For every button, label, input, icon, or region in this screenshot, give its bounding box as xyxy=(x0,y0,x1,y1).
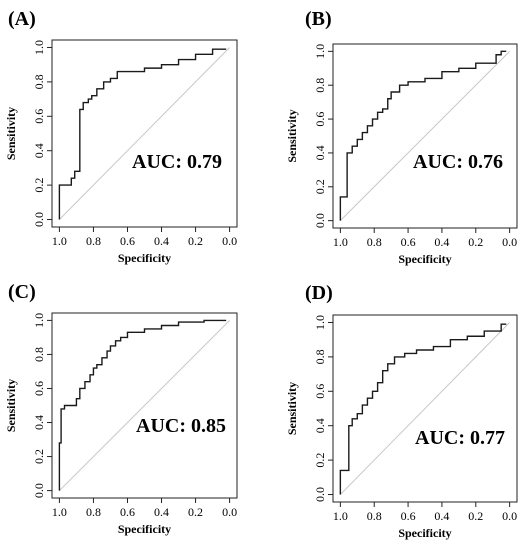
y-tick-label: 0.2 xyxy=(32,449,46,464)
roc-curve xyxy=(58,319,227,491)
x-tick-label: 0.2 xyxy=(468,235,483,249)
y-tick-label: 1.0 xyxy=(32,313,46,328)
roc-panel-3: 1.0 0.8 0.6 0.4 0.2 0.0 0.0 0.2 0.4 0.6 0.8 1.0 Spec… xyxy=(285,282,518,540)
auc-annotation: AUC: 0.79 xyxy=(132,151,222,173)
x-tick-label: 0.2 xyxy=(468,509,483,523)
roc-curve xyxy=(339,323,507,495)
panel-label: (D) xyxy=(305,282,333,304)
panel-label: (C) xyxy=(8,281,36,303)
x-tick-label: 0.0 xyxy=(222,234,237,248)
panel-label: (A) xyxy=(8,8,36,30)
y-axis-title: Sensitivity xyxy=(4,107,18,160)
panel-label: (B) xyxy=(305,8,332,30)
y-tick-label: 1.0 xyxy=(313,315,327,330)
x-tick-label: 0.8 xyxy=(367,509,382,523)
x-tick-label: 0.6 xyxy=(401,235,416,249)
x-tick-label: 0.8 xyxy=(86,234,101,248)
y-tick-label: 0.6 xyxy=(32,381,46,396)
y-tick-label: 0.8 xyxy=(32,347,46,362)
y-tick-label: 0.0 xyxy=(32,212,46,227)
x-tick-label: 0.6 xyxy=(120,234,135,248)
y-tick-label: 0.8 xyxy=(313,349,327,364)
y-tick-label: 0.4 xyxy=(32,143,46,158)
roc-panel-0: 1.0 0.8 0.6 0.4 0.2 0.0 0.0 0.2 0.4 0.6 0.8 1.0 Spec… xyxy=(4,8,238,265)
x-tick-label: 1.0 xyxy=(333,509,348,523)
roc-curve xyxy=(58,48,227,220)
y-tick-label: 0.6 xyxy=(313,384,327,399)
y-tick-label: 0.8 xyxy=(313,78,327,93)
y-axis-title: Sensitivity xyxy=(4,379,18,432)
x-axis-title: Specificity xyxy=(118,522,171,536)
reference-diagonal xyxy=(340,51,510,221)
x-tick-label: 0.0 xyxy=(502,509,517,523)
y-tick-label: 0.2 xyxy=(313,179,327,194)
y-tick-label: 0.8 xyxy=(32,74,46,89)
y-tick-label: 0.4 xyxy=(313,418,327,433)
y-tick-label: 0.0 xyxy=(313,213,327,228)
y-tick-label: 0.4 xyxy=(32,415,46,430)
x-tick-label: 0.4 xyxy=(434,235,449,249)
x-tick-label: 0.4 xyxy=(154,505,169,519)
x-axis-title: Specificity xyxy=(398,526,451,540)
y-tick-label: 0.0 xyxy=(313,487,327,502)
roc-curve xyxy=(339,50,507,221)
x-tick-label: 1.0 xyxy=(52,234,67,248)
plot-frame xyxy=(332,43,518,229)
x-tick-label: 0.8 xyxy=(367,235,382,249)
auc-annotation: AUC: 0.85 xyxy=(136,415,226,437)
y-tick-label: 0.4 xyxy=(313,145,327,160)
y-tick-label: 1.0 xyxy=(32,40,46,55)
x-tick-label: 0.4 xyxy=(434,509,449,523)
y-tick-label: 0.2 xyxy=(32,178,46,193)
x-tick-label: 0.0 xyxy=(222,505,237,519)
roc-panel-2: 1.0 0.8 0.6 0.4 0.2 0.0 0.0 0.2 0.4 0.6 0.8 1.0 Spec… xyxy=(4,281,238,536)
plot-frame xyxy=(51,312,238,499)
y-tick-label: 0.0 xyxy=(32,483,46,498)
x-tick-label: 0.6 xyxy=(401,509,416,523)
x-tick-label: 0.2 xyxy=(188,505,203,519)
y-tick-label: 0.6 xyxy=(313,112,327,127)
x-tick-label: 0.4 xyxy=(154,234,169,248)
reference-diagonal xyxy=(59,320,230,491)
roc-panel-1: 1.0 0.8 0.6 0.4 0.2 0.0 0.0 0.2 0.4 0.6 0.8 1.0 Spec… xyxy=(285,8,518,266)
y-tick-label: 0.6 xyxy=(32,109,46,124)
x-tick-label: 0.2 xyxy=(188,234,203,248)
y-tick-label: 0.2 xyxy=(313,453,327,468)
x-tick-label: 1.0 xyxy=(52,505,67,519)
reference-diagonal xyxy=(59,47,230,220)
x-axis-title: Specificity xyxy=(118,251,171,265)
auc-annotation: AUC: 0.77 xyxy=(415,427,505,449)
y-axis-title: Sensitivity xyxy=(285,109,299,162)
plot-frame xyxy=(51,39,238,228)
auc-annotation: AUC: 0.76 xyxy=(413,151,503,173)
reference-diagonal xyxy=(340,322,510,495)
y-tick-label: 1.0 xyxy=(313,44,327,59)
x-tick-label: 0.8 xyxy=(86,505,101,519)
x-axis-title: Specificity xyxy=(398,252,451,266)
x-tick-label: 0.6 xyxy=(120,505,135,519)
plot-frame xyxy=(332,314,518,503)
x-tick-label: 1.0 xyxy=(333,235,348,249)
y-axis-title: Sensitivity xyxy=(285,382,299,435)
x-tick-label: 0.0 xyxy=(502,235,517,249)
